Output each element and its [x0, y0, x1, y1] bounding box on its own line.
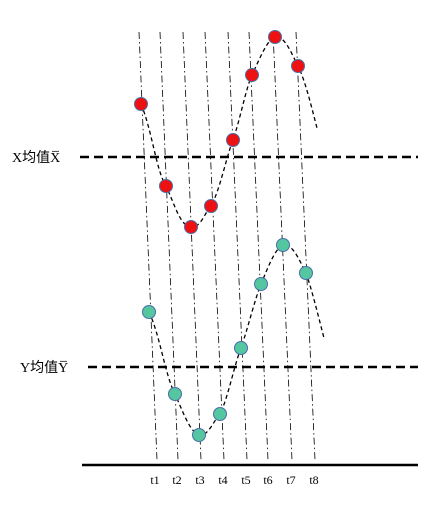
y-series-point-6 — [254, 277, 268, 291]
x-series-curve — [140, 36, 318, 228]
tick-label-t6: t6 — [263, 473, 272, 487]
y-series-point-5 — [234, 341, 248, 355]
y-series-point-3 — [192, 428, 206, 442]
y-series-point-2 — [168, 387, 182, 401]
tick-label-t1: t1 — [150, 473, 159, 487]
connector-line-t5 — [227, 31, 248, 461]
y-series-point-8 — [299, 266, 313, 280]
x-series-point-8 — [291, 59, 305, 73]
x-series-point-4 — [204, 199, 218, 213]
y-series-point-7 — [276, 238, 290, 252]
x-mean-label: X均值X̅ — [12, 150, 60, 166]
tick-label-t3: t3 — [195, 473, 204, 487]
connector-line-t3 — [182, 31, 202, 461]
connector-line-t1 — [138, 31, 158, 461]
y-mean-label: Y均值Y̅ — [20, 360, 68, 376]
x-series-point-2 — [159, 179, 173, 193]
x-series-points — [134, 30, 305, 234]
x-series-point-5 — [226, 133, 240, 147]
connector-line-t4 — [204, 31, 225, 461]
x-series-point-1 — [134, 97, 148, 111]
connector-line-t2 — [159, 31, 179, 461]
y-series-points — [142, 238, 313, 442]
tick-label-t5: t5 — [241, 473, 250, 487]
tick-label-t2: t2 — [172, 473, 181, 487]
tick-labels: t1 t2 t3 t4 t5 t6 t7 t8 — [150, 473, 318, 487]
connector-line-t8 — [295, 31, 316, 461]
x-series-point-7 — [268, 30, 282, 44]
tick-label-t4: t4 — [218, 473, 227, 487]
x-series-point-6 — [245, 68, 259, 82]
tick-label-t8: t8 — [309, 473, 318, 487]
y-series-point-4 — [213, 407, 227, 421]
y-series-point-1 — [142, 305, 156, 319]
y-series-curve — [148, 244, 325, 436]
tick-label-t7: t7 — [286, 473, 295, 487]
connector-line-t6 — [248, 31, 269, 461]
x-series-point-3 — [184, 220, 198, 234]
